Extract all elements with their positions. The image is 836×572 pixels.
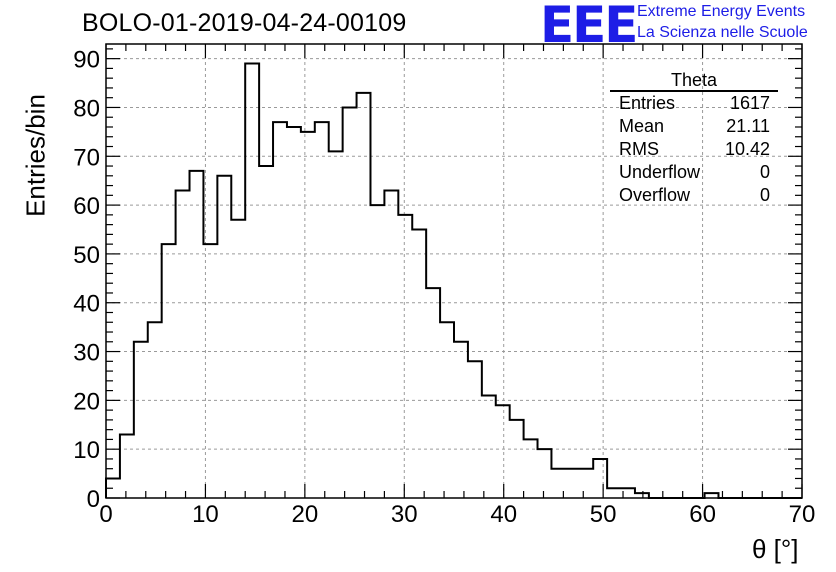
histogram-bin — [426, 288, 440, 498]
y-tick-label: 10 — [73, 437, 100, 464]
histogram-bin — [510, 420, 524, 498]
histogram-bin — [245, 64, 259, 498]
y-tick-label: 60 — [73, 193, 100, 220]
histogram-bin — [329, 151, 343, 498]
logo-line-1: Extreme Energy Events — [637, 3, 806, 20]
y-tick-label: 80 — [73, 95, 100, 122]
histogram-bin — [134, 342, 148, 498]
histogram-bin — [287, 127, 301, 498]
histogram-bin — [468, 361, 482, 498]
x-tick-label: 20 — [292, 501, 319, 528]
axis-ticks — [105, 44, 803, 499]
eee-logo: EEE — [540, 0, 638, 54]
stats-value: 0 — [759, 185, 770, 205]
histogram-bin — [579, 469, 593, 498]
stats-box: Theta Entries 1617 Mean 21.11 RMS 10.42 Underf… — [610, 71, 778, 207]
stats-value: 1617 — [729, 93, 770, 113]
stats-label: RMS — [619, 139, 659, 159]
x-tick-label: 40 — [490, 501, 517, 528]
y-tick-label: 0 — [87, 486, 100, 513]
x-tick-label: 30 — [391, 501, 418, 528]
stats-row-entries: Entries 1617 — [610, 92, 778, 115]
histogram-bin — [315, 122, 329, 498]
y-tick-label: 50 — [73, 242, 100, 269]
histogram-bin — [482, 395, 496, 498]
stats-row-mean: Mean 21.11 — [610, 115, 778, 138]
y-axis-label: Entries/bin — [20, 94, 51, 217]
tick-labels: 0 10 20 30 40 50 60 70 0 10 20 30 40 50 60 70 80 90 — [73, 47, 815, 528]
y-tick-label: 30 — [73, 340, 100, 367]
stats-label: Mean — [619, 116, 665, 136]
stats-row-overflow: Overflow 0 — [610, 184, 778, 207]
histogram-bin — [398, 215, 412, 498]
stats-value: 0 — [759, 162, 770, 182]
histogram-bin — [524, 439, 538, 498]
histogram-bin — [440, 322, 454, 498]
histogram-bin — [231, 220, 245, 498]
logo-caption: Extreme Energy Events La Scienza nelle S… — [637, 1, 808, 43]
stats-row-underflow: Underflow 0 — [610, 161, 778, 184]
x-axis-label: θ [°] — [752, 534, 799, 564]
histogram-bin — [593, 459, 607, 498]
histogram-bin — [412, 230, 426, 498]
histogram-bin — [176, 190, 190, 498]
stats-row-rms: RMS 10.42 — [610, 138, 778, 161]
y-tick-label: 40 — [73, 291, 100, 318]
histogram-bin — [120, 435, 134, 498]
y-tick-label: 20 — [73, 388, 100, 415]
logo-line-2: La Scienza nelle Scuole — [637, 24, 808, 41]
histogram-bin — [607, 488, 621, 498]
histogram-outline — [105, 62, 802, 499]
y-tick-label: 90 — [73, 47, 100, 74]
stats-title: Theta — [610, 71, 778, 92]
stats-value: 10.42 — [724, 139, 770, 159]
plot-frame — [105, 43, 803, 499]
histogram-bars — [105, 62, 802, 499]
histogram-bin — [357, 93, 371, 498]
histogram-bin — [565, 469, 579, 498]
histogram-bin — [162, 244, 176, 498]
histogram-bin — [454, 342, 468, 498]
histogram-bin — [301, 132, 315, 498]
x-tick-label: 50 — [590, 501, 617, 528]
plot-title: BOLO-01-2019-04-24-00109 — [82, 9, 407, 37]
x-tick-label: 0 — [99, 501, 112, 528]
histogram-bin — [273, 122, 287, 498]
histogram-bin — [496, 405, 510, 498]
histogram-bin — [384, 190, 398, 498]
x-tick-label: 60 — [689, 501, 716, 528]
histogram-bin — [217, 176, 231, 498]
histogram-bin — [259, 166, 273, 498]
stats-label: Entries — [619, 93, 676, 113]
stats-value: 21.11 — [726, 116, 770, 136]
stats-label: Underflow — [619, 162, 701, 182]
x-tick-label: 70 — [789, 501, 816, 528]
y-tick-label: 70 — [73, 144, 100, 171]
x-tick-label: 10 — [192, 501, 219, 528]
histogram-bin — [148, 322, 162, 498]
histogram-bin — [538, 449, 552, 498]
grid-lines — [106, 44, 802, 498]
stats-label: Overflow — [619, 185, 691, 205]
